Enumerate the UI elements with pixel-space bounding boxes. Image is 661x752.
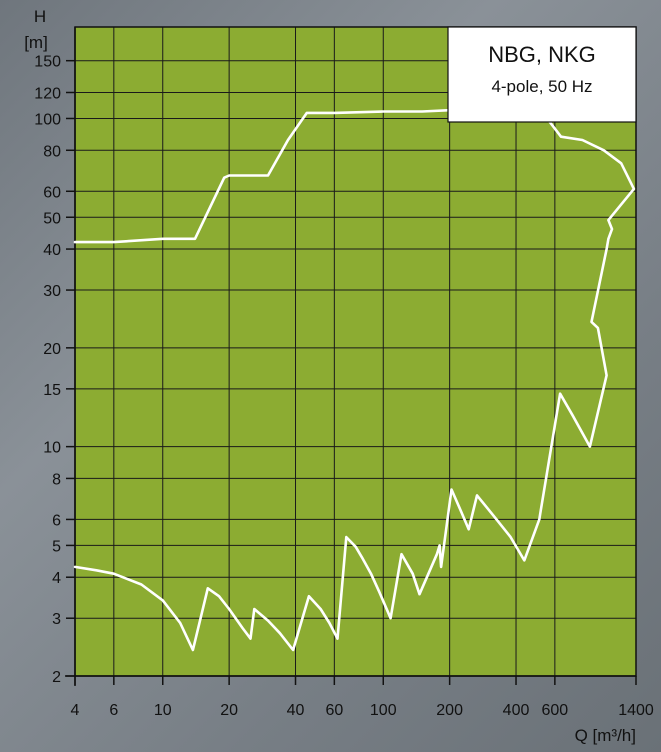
x-tick-label: 600 xyxy=(542,702,569,719)
y-tick-label: 3 xyxy=(52,611,61,628)
y-tick-label: 30 xyxy=(43,283,61,300)
x-tick-label: 20 xyxy=(220,702,238,719)
y-axis-symbol: H xyxy=(34,7,46,26)
x-tick-label: 60 xyxy=(325,702,343,719)
series-line-1 xyxy=(73,108,636,652)
y-tick-label: 80 xyxy=(43,143,61,160)
legend-box-frame xyxy=(447,26,637,123)
y-tick-label: 100 xyxy=(34,111,61,128)
x-tick-label: 400 xyxy=(503,702,530,719)
y-tick-label: 60 xyxy=(43,184,61,201)
x-tick-label: 1400 xyxy=(618,702,654,719)
chart-subtitle: 4-pole, 50 Hz xyxy=(491,77,592,96)
legend-box: NBG, NKG 4-pole, 50 Hz xyxy=(447,26,637,123)
y-tick-label: 6 xyxy=(52,512,61,529)
x-tick-label: 100 xyxy=(370,702,397,719)
y-tick-label: 120 xyxy=(34,85,61,102)
y-axis-title: H [m] xyxy=(24,7,48,52)
x-tick-label: 6 xyxy=(109,702,118,719)
y-tick-label: 5 xyxy=(52,538,61,555)
axes: 4 6 10 20 40 60 100 200 400 600 1400 2 3 4 5 6 8 10 15 20 30… xyxy=(34,26,654,719)
y-axis-unit: [m] xyxy=(24,33,48,52)
y-tick-label: 20 xyxy=(43,341,61,358)
y-tick-label: 8 xyxy=(52,471,61,488)
x-tick-label: 4 xyxy=(71,702,80,719)
x-axis-label: Q [m³/h] xyxy=(575,726,636,745)
y-tick-label: 40 xyxy=(43,242,61,259)
plot-area xyxy=(75,27,636,676)
y-tick-label: 2 xyxy=(52,669,61,686)
y-tick-label: 150 xyxy=(34,54,61,71)
series-lines xyxy=(73,108,636,652)
chart-title: NBG, NKG xyxy=(488,42,596,67)
y-tick-label: 50 xyxy=(43,210,61,227)
y-tick-label: 4 xyxy=(52,570,61,587)
x-tick-label: 200 xyxy=(436,702,463,719)
x-tick-label: 10 xyxy=(154,702,172,719)
y-tick-label: 15 xyxy=(43,382,61,399)
y-tick-label: 10 xyxy=(43,440,61,457)
x-tick-label: 40 xyxy=(287,702,305,719)
